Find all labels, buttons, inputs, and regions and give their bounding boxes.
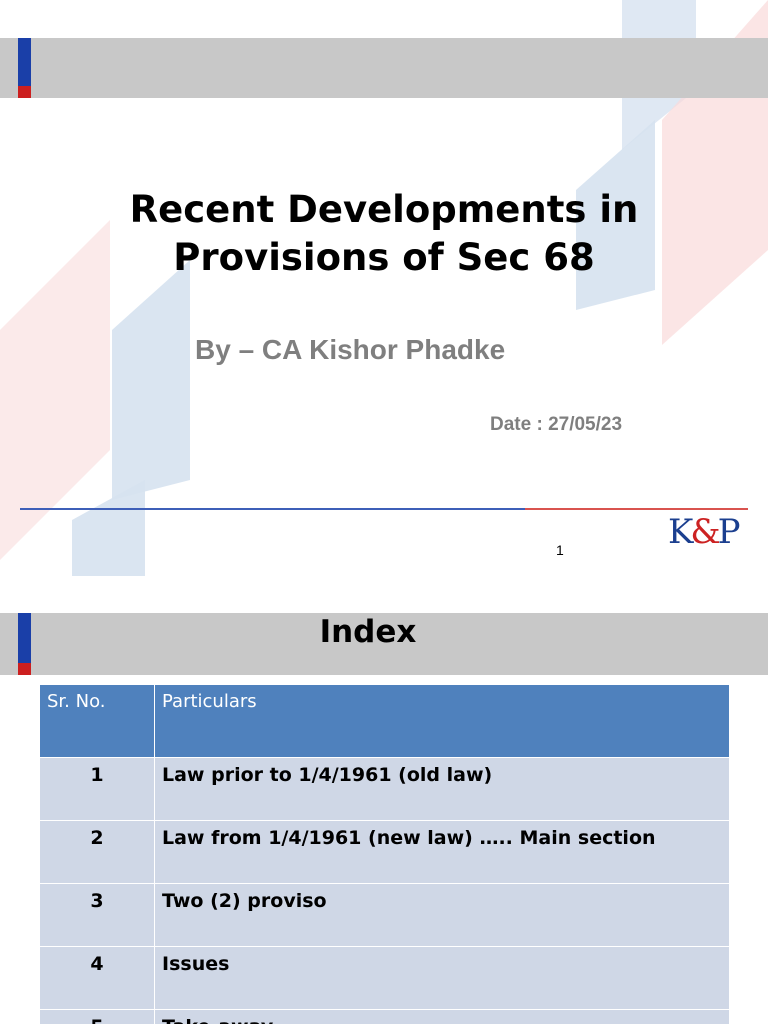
kp-logo: K&P — [668, 512, 741, 552]
row-number: 2 — [39, 820, 155, 884]
index-table: Sr. No. Particulars 1 Law prior to 1/4/1… — [39, 684, 730, 1024]
slide-title: Recent Developments in Provisions of Sec… — [0, 186, 768, 282]
accent-bar-blue — [18, 613, 31, 663]
header-sr-no: Sr. No. — [39, 684, 155, 758]
date-label: Date : 27/05/23 — [490, 414, 650, 436]
table-row: 4 Issues — [39, 946, 730, 1010]
accent-bar-blue — [18, 38, 31, 86]
row-particulars: Two (2) proviso — [154, 883, 730, 947]
logo-p: P — [717, 512, 741, 552]
logo-amp: & — [690, 512, 720, 552]
page-number: 1 — [556, 542, 564, 558]
index-title: Index — [319, 614, 417, 650]
table-row: 2 Law from 1/4/1961 (new law) ….. Main s… — [39, 820, 730, 884]
row-particulars: Take-away — [154, 1009, 730, 1024]
accent-bar-red — [18, 663, 31, 675]
table-row: 3 Two (2) proviso — [39, 883, 730, 947]
top-bar — [0, 613, 768, 675]
index-slide: Index Sr. No. Particulars 1 Law prior to… — [0, 596, 768, 1024]
row-number: 1 — [39, 757, 155, 821]
author-byline: By – CA Kishor Phadke — [195, 334, 506, 365]
divider-blue — [20, 508, 530, 510]
table-row: 1 Law prior to 1/4/1961 (old law) — [39, 757, 730, 821]
title-line-2: Provisions of Sec 68 — [173, 236, 595, 279]
title-slide: Recent Developments in Provisions of Sec… — [0, 0, 768, 576]
accent-bar-red — [18, 86, 31, 98]
slide-gap — [0, 576, 768, 596]
row-number: 4 — [39, 946, 155, 1010]
top-bar — [0, 38, 768, 98]
title-line-1: Recent Developments in — [129, 188, 639, 231]
divider-red — [525, 508, 748, 510]
table-header-row: Sr. No. Particulars — [39, 684, 730, 758]
row-particulars: Law prior to 1/4/1961 (old law) — [154, 757, 730, 821]
row-number: 5 — [39, 1009, 155, 1024]
row-number: 3 — [39, 883, 155, 947]
row-particulars: Issues — [154, 946, 730, 1010]
row-particulars: Law from 1/4/1961 (new law) ….. Main sec… — [154, 820, 730, 884]
date-text: Date : 27/05/23 — [490, 414, 623, 435]
table-row: 5 Take-away — [39, 1009, 730, 1024]
header-particulars: Particulars — [154, 684, 730, 758]
logo-k: K — [668, 512, 693, 552]
